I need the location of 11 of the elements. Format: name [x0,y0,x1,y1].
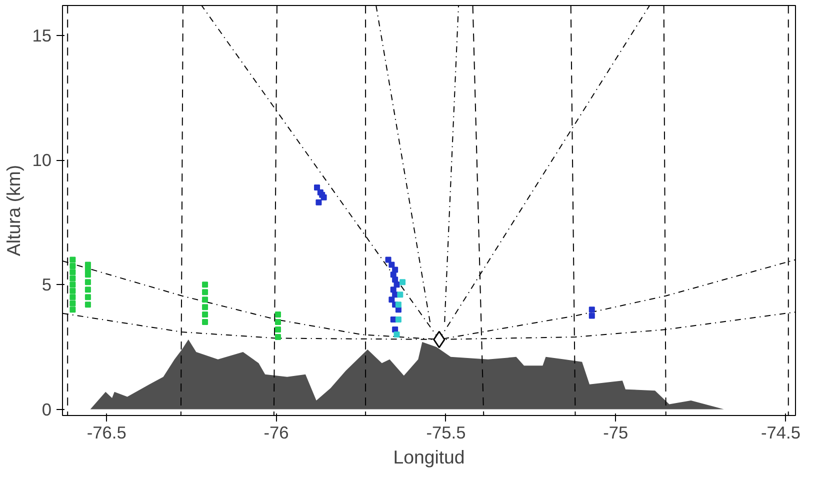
y-axis-title: Altura (km) [3,164,24,256]
x-axis-title: Longitud [393,446,465,468]
y-tick-label: 15 [32,25,52,46]
x-tick-label: -75 [603,422,628,442]
x-tick-label: -75.5 [426,422,466,442]
x-tick-label: -76.5 [86,422,126,442]
x-tick-label: -76 [264,422,289,442]
x-tick-label: -74.5 [761,422,801,442]
y-tick-label: 0 [42,399,52,420]
y-tick-label: 5 [42,274,52,295]
y-tick-label: 10 [32,150,52,170]
